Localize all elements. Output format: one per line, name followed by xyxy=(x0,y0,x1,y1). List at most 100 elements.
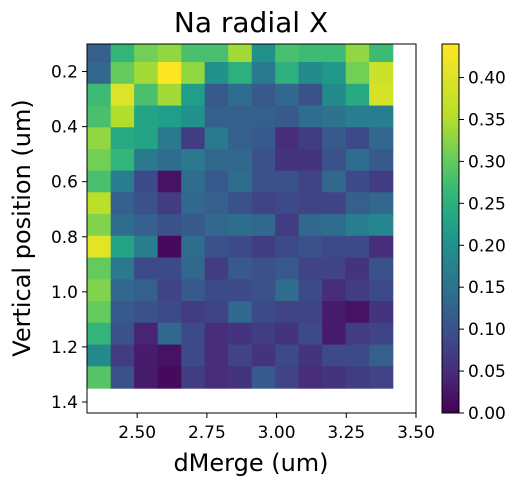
x-tick-label: 2.50 xyxy=(118,423,156,443)
colorbar xyxy=(441,43,460,414)
heatmap-cell xyxy=(275,105,300,128)
heatmap-cell xyxy=(369,62,394,85)
heatmap-cell xyxy=(228,127,253,150)
heatmap-cell xyxy=(369,192,394,215)
heatmap-cell xyxy=(322,279,347,302)
heatmap-cell xyxy=(345,192,370,215)
heatmap-cell xyxy=(275,192,300,215)
heatmap-cell xyxy=(110,83,135,107)
x-tick-label: 3.00 xyxy=(258,423,296,443)
heatmap-cell xyxy=(298,105,323,128)
heatmap-cell xyxy=(228,149,253,172)
y-tick-label: 0.2 xyxy=(51,63,78,83)
heatmap-cell xyxy=(345,257,370,280)
heatmap-cell xyxy=(369,301,394,324)
heatmap-cell xyxy=(204,83,229,107)
y-axis-label: Vertical position (um) xyxy=(8,99,36,356)
heatmap-cell xyxy=(134,235,159,259)
heatmap-cell xyxy=(322,344,347,367)
colorbar-tick-label: 0.05 xyxy=(468,362,506,382)
heatmap-cells xyxy=(87,44,394,389)
heatmap-cell xyxy=(87,62,112,85)
y-tick-label: 0.8 xyxy=(51,228,78,248)
y-axis-ticks: 0.2 0.4 0.6 0.8 1.0 1.2 1.4 xyxy=(51,63,87,413)
heatmap-cell xyxy=(275,170,300,193)
heatmap-cell xyxy=(369,170,394,193)
heatmap-cell xyxy=(322,149,347,172)
heatmap-cell xyxy=(322,105,347,128)
heatmap-cell xyxy=(87,192,112,215)
heatmap-cell xyxy=(204,214,229,237)
heatmap-cell xyxy=(369,257,394,280)
heatmap-cell xyxy=(134,322,159,346)
heatmap-cell xyxy=(369,127,394,150)
heatmap-cell xyxy=(134,214,159,237)
heatmap-cell xyxy=(87,83,112,107)
heatmap-cell xyxy=(298,170,323,193)
colorbar-tick-label: 0.30 xyxy=(468,152,506,172)
heatmap-cell xyxy=(204,279,229,302)
heatmap-cell xyxy=(87,366,112,389)
heatmap-cell xyxy=(204,235,229,259)
heatmap-cell xyxy=(345,170,370,193)
heatmap-cell xyxy=(134,344,159,367)
y-tick-label: 1.0 xyxy=(51,283,78,303)
heatmap-cell xyxy=(275,301,300,324)
heatmap-cell xyxy=(298,366,323,389)
heatmap-cell xyxy=(181,105,206,128)
heatmap-cell xyxy=(110,301,135,324)
heatmap-cell xyxy=(204,44,229,63)
heatmap-cell xyxy=(204,127,229,150)
x-tick-label: 3.50 xyxy=(397,423,435,443)
heatmap-cell xyxy=(369,235,394,259)
heatmap-cell xyxy=(322,44,347,63)
heatmap-cell xyxy=(87,279,112,302)
heatmap-cell xyxy=(369,344,394,367)
colorbar-tick-label: 0.15 xyxy=(468,278,506,298)
heatmap-cell xyxy=(251,214,276,237)
heatmap-cell xyxy=(181,279,206,302)
x-axis-label: dMerge (um) xyxy=(173,449,328,477)
heatmap-cell xyxy=(157,322,182,346)
heatmap-cell xyxy=(298,322,323,346)
heatmap-cell xyxy=(134,366,159,389)
heatmap-cell xyxy=(110,279,135,302)
heatmap-cell xyxy=(369,44,394,63)
heatmap-cell xyxy=(87,257,112,280)
heatmap-cell xyxy=(157,170,182,193)
heatmap-cell xyxy=(157,214,182,237)
heatmap-cell xyxy=(134,170,159,193)
heatmap-cell xyxy=(87,44,112,63)
heatmap-cell xyxy=(298,279,323,302)
heatmap-cell xyxy=(322,235,347,259)
heatmap-cell xyxy=(275,44,300,63)
heatmap-cell xyxy=(369,105,394,128)
heatmap-cell xyxy=(251,192,276,215)
heatmap-cell xyxy=(157,279,182,302)
heatmap-cell xyxy=(251,344,276,367)
heatmap-cell xyxy=(134,83,159,107)
heatmap-cell xyxy=(345,214,370,237)
colorbar-ticks: 0.00 0.05 0.10 0.15 0.20 0.25 0.30 0.35 0.40 xyxy=(459,69,506,424)
y-tick-label: 1.2 xyxy=(51,338,78,358)
heatmap-cell xyxy=(157,149,182,172)
heatmap-cell xyxy=(228,279,253,302)
heatmap-cell xyxy=(181,44,206,63)
heatmap-cell xyxy=(204,322,229,346)
heatmap-cell xyxy=(204,301,229,324)
heatmap-cell xyxy=(110,44,135,63)
heatmap-cell xyxy=(345,366,370,389)
heatmap-cell xyxy=(110,170,135,193)
heatmap-cell xyxy=(345,127,370,150)
heatmap-cell xyxy=(251,62,276,85)
heatmap-cell xyxy=(275,366,300,389)
heatmap-cell xyxy=(134,192,159,215)
heatmap-cell xyxy=(251,127,276,150)
heatmap-cell xyxy=(157,301,182,324)
heatmap-cell xyxy=(345,44,370,63)
heatmap-cell xyxy=(251,322,276,346)
heatmap-cell xyxy=(298,192,323,215)
x-tick-label: 2.75 xyxy=(188,423,226,443)
heatmap-cell xyxy=(275,344,300,367)
